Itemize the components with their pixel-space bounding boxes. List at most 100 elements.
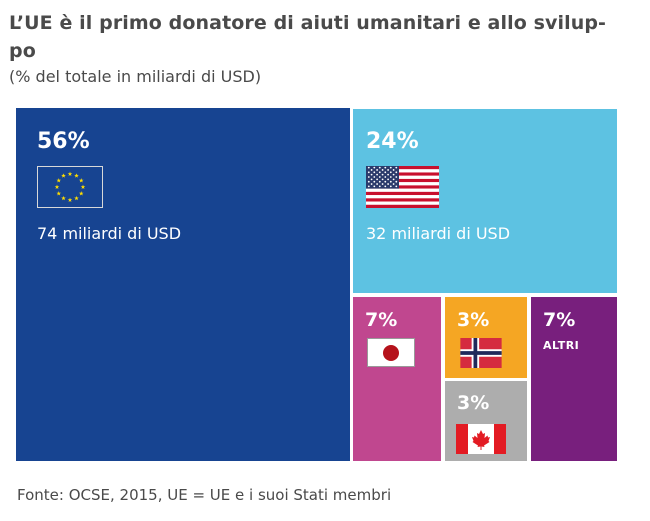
canada-flag-icon [456, 424, 506, 454]
eu-star [67, 197, 73, 202]
tile-norway: 3% [445, 297, 527, 378]
us-flag-stripe [366, 172, 439, 176]
chart-title-line-2: po [9, 40, 36, 62]
us-flag-star [384, 176, 387, 178]
us-flag-star [387, 169, 389, 171]
us-flag-star [373, 176, 376, 178]
us-flag-star [378, 166, 381, 169]
tile-canada: 3% [445, 381, 527, 461]
tile-us-percent: 24% [366, 129, 419, 154]
eu-flag-icon [37, 166, 103, 208]
us-flag-stripe [366, 169, 439, 173]
tile-eu-percent: 56% [37, 129, 90, 154]
us-flag-star [367, 171, 370, 174]
eu-star [80, 184, 86, 189]
us-flag-star [373, 166, 376, 169]
us-flag-star [395, 176, 398, 178]
chart-title-line-1: L’UE è il primo donatore di aiuti umanit… [9, 12, 607, 34]
us-flag-star [389, 166, 392, 169]
eu-star [78, 191, 84, 196]
us-flag-stripe [366, 182, 439, 186]
source-note: Fonte: OCSE, 2015, UE = UE e i suoi Stat… [17, 486, 392, 504]
us-flag-star [370, 183, 373, 185]
tile-others-percent: 7% [543, 309, 576, 331]
us-flag-star [370, 178, 373, 181]
tile-others: 7% ALTRI [531, 297, 617, 461]
tile-us: 24% 32 miliardi di USD [353, 109, 617, 293]
us-flag-icon [366, 166, 439, 208]
us-flag-star [395, 166, 398, 169]
tile-us-amount: 32 miliardi di USD [366, 224, 511, 243]
us-flag-star [381, 178, 384, 181]
us-flag-star [370, 169, 373, 171]
us-flag-star [376, 169, 378, 171]
us-flag-star [389, 171, 392, 174]
us-flag-star [367, 180, 370, 183]
us-flag-star [378, 171, 381, 174]
eu-star [78, 178, 84, 183]
us-flag-stripe [366, 166, 439, 170]
tile-eu-amount: 74 miliardi di USD [37, 224, 182, 243]
eu-star [56, 191, 62, 196]
us-flag-star [378, 185, 381, 188]
tile-canada-percent: 3% [457, 392, 490, 414]
eu-star [61, 195, 66, 201]
us-flag-star [389, 180, 392, 183]
eu-star [54, 184, 60, 189]
us-flag-star [381, 169, 384, 171]
us-flag-star [381, 183, 384, 185]
us-flag-stripe [366, 198, 439, 202]
eu-star [67, 171, 73, 176]
eu-star [56, 178, 62, 183]
us-flag-star [384, 180, 387, 183]
us-flag-star [376, 183, 378, 185]
chart-subtitle: (% del totale in miliardi di USD) [9, 67, 262, 86]
us-flag-star [367, 176, 370, 178]
us-flag-star [376, 178, 378, 181]
us-flag-star [395, 180, 398, 183]
us-flag-stripe [366, 201, 439, 205]
tile-japan: 7% [353, 297, 441, 461]
us-flag-star [389, 185, 392, 188]
us-flag-star [392, 173, 395, 176]
us-flag-stripe [366, 191, 439, 196]
tile-japan-percent: 7% [365, 309, 398, 331]
tile-norway-percent: 3% [457, 309, 490, 331]
eu-star [61, 173, 66, 178]
us-flag-star [389, 176, 392, 178]
japan-flag-icon [367, 338, 415, 367]
tile-eu: 56% 74 miliardi di USD [16, 108, 350, 461]
us-flag-star [381, 173, 384, 176]
us-flag-star [392, 183, 395, 185]
us-flag-star [387, 183, 389, 185]
us-flag-star [395, 171, 398, 174]
us-flag-star [384, 185, 387, 188]
us-flag-star [384, 171, 387, 174]
us-flag-star [395, 185, 398, 188]
us-flag-star [392, 178, 395, 181]
us-flag-stripe [366, 175, 439, 180]
chart-title: L’UE è il primo donatore di aiuti umanit… [9, 9, 639, 65]
norway-flag-icon [457, 338, 505, 368]
us-flag-star [373, 171, 376, 174]
us-flag-star [384, 166, 387, 169]
us-flag-star [378, 180, 381, 183]
us-flag-star [370, 173, 373, 176]
eu-star [74, 173, 79, 178]
us-flag-star [367, 185, 370, 188]
us-flag-stripe [366, 185, 439, 189]
us-flag-stripe [366, 204, 439, 208]
tile-others-label: ALTRI [543, 339, 580, 352]
us-flag-star [367, 166, 370, 169]
us-flag-star [387, 178, 389, 181]
us-flag-star [392, 169, 395, 171]
us-flag-stripe [366, 178, 439, 183]
us-flag-star [373, 185, 376, 188]
eu-star [74, 195, 79, 201]
us-flag-stripe [366, 188, 439, 192]
us-flag-stripe [366, 195, 439, 199]
us-flag-star [376, 173, 378, 176]
us-flag-star [387, 173, 389, 176]
us-flag-star [378, 176, 381, 178]
us-flag-star [373, 180, 376, 183]
